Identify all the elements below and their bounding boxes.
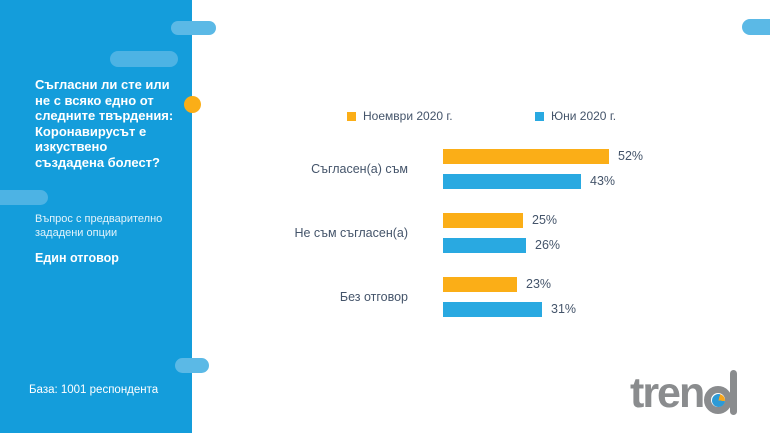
legend-swatch-0	[347, 111, 356, 121]
bar-june	[443, 238, 526, 253]
bar-november	[443, 149, 609, 164]
question-title: Съгласни ли сте или не с всяко едно от с…	[35, 77, 174, 170]
legend-label: Ноември 2020 г.	[363, 109, 453, 123]
bar-november	[443, 277, 517, 292]
pie-chart-icon	[711, 393, 725, 407]
decor-dot-icon	[184, 96, 201, 113]
bar-value-label: 43%	[590, 174, 616, 188]
question-subtitle: Въпрос с предварително зададени опции	[35, 213, 163, 239]
logo-d-stem	[730, 370, 738, 415]
decor-pill-icon	[171, 21, 216, 35]
decor-pill-icon	[742, 19, 770, 35]
answer-type-label: Един отговор	[35, 251, 119, 265]
bar-value-label: 25%	[532, 213, 558, 227]
decor-pill-icon	[0, 190, 48, 205]
sample-base-label: База: 1001 респондента	[29, 384, 159, 396]
category-label: Не съм съгласен(а)	[294, 226, 408, 240]
legend-label: Юни 2020 г.	[551, 109, 617, 123]
sidebar: Съгласни ли сте или не с всяко едно от с…	[0, 0, 192, 433]
logo-text: tren	[630, 369, 705, 417]
bar-june	[443, 302, 542, 317]
trend-logo: tren	[630, 366, 738, 417]
category-label: Съгласен(а) съм	[311, 162, 408, 176]
decor-pill-icon	[175, 358, 209, 373]
legend-item-june: Юни 2020 г.	[535, 109, 616, 123]
bar-value-label: 52%	[618, 149, 644, 163]
bar-june	[443, 174, 581, 189]
decor-pill-icon	[110, 51, 178, 67]
bar-value-label: 31%	[551, 302, 577, 316]
logo-letter-d	[704, 370, 738, 416]
bar-value-label: 26%	[535, 238, 561, 252]
legend-swatch-1	[535, 111, 544, 121]
legend-item-november: Ноември 2020 г.	[347, 109, 453, 123]
category-label: Без отговор	[339, 290, 408, 304]
bar-november	[443, 213, 523, 228]
bar-value-label: 23%	[526, 277, 552, 291]
logo-d-bowl	[704, 386, 733, 414]
